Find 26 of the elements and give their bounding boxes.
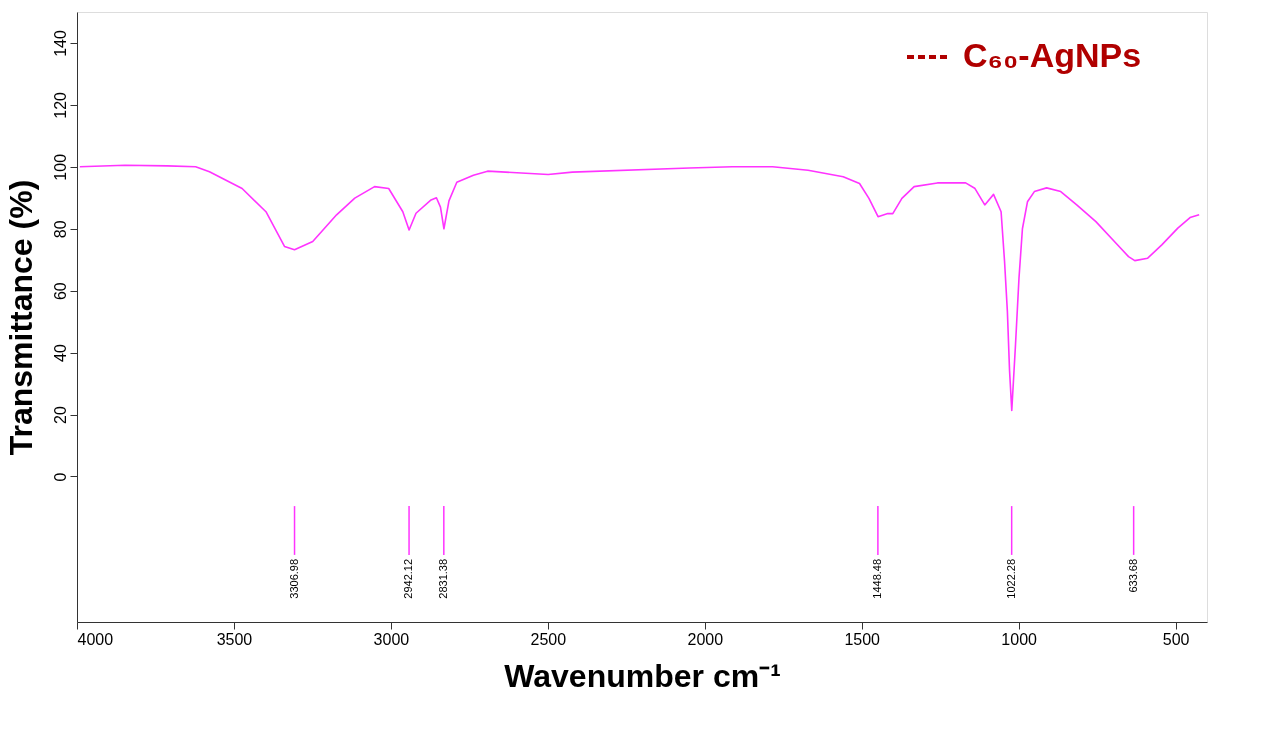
text: C₆₀-AgNPs bbox=[963, 36, 1142, 74]
y-tick-label: 120 bbox=[51, 91, 69, 119]
x-tick-label: 3500 bbox=[216, 630, 253, 648]
x-tick-label: 1000 bbox=[1001, 630, 1038, 648]
x-tick-label: 500 bbox=[1162, 630, 1190, 648]
annotation: 2942.12 bbox=[402, 558, 415, 599]
y-tick-label: 100 bbox=[51, 153, 69, 181]
x-tick-label: 1500 bbox=[844, 630, 881, 648]
y-tick-label: 40 bbox=[51, 344, 69, 363]
line-series bbox=[79, 164, 1200, 412]
x-tick-label: 2000 bbox=[687, 630, 724, 648]
y-tick-label: 60 bbox=[51, 282, 69, 301]
y-tick-label: 0 bbox=[51, 472, 69, 482]
y-tick-label: 20 bbox=[51, 406, 69, 424]
annotation: 2831.38 bbox=[436, 558, 449, 599]
x-axis-title: Wavenumber cm⁻¹ bbox=[504, 657, 781, 694]
x-tick-label: 2500 bbox=[530, 630, 567, 648]
y-axis-title: Transmittance (%) bbox=[2, 179, 39, 456]
y-tick-label: 140 bbox=[51, 30, 69, 57]
y-tick-label: 80 bbox=[51, 220, 69, 239]
x-tick-label: 3000 bbox=[373, 630, 410, 648]
x-tick-label: 4000 bbox=[77, 630, 114, 648]
annotation: 1022.28 bbox=[1004, 558, 1017, 599]
annotation: 3306.98 bbox=[287, 558, 300, 599]
annotation: 1448.48 bbox=[870, 558, 883, 599]
annotation: 633.68 bbox=[1126, 558, 1139, 593]
